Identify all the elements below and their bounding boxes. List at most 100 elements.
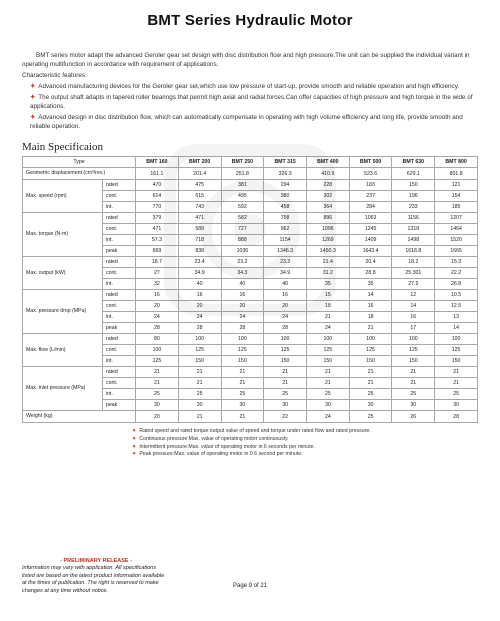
model-header: BMT 160 bbox=[136, 157, 179, 168]
data-cell: 24 bbox=[136, 312, 179, 323]
data-cell: 582 bbox=[221, 213, 264, 224]
model-header: BMT 315 bbox=[264, 157, 307, 168]
data-cell: 16 bbox=[264, 290, 307, 301]
model-header: BMT 630 bbox=[392, 157, 435, 168]
data-cell: 284 bbox=[349, 202, 392, 213]
model-header: BMT 400 bbox=[306, 157, 349, 168]
row-sublabel: cont. bbox=[102, 191, 135, 202]
data-cell: 21 bbox=[435, 367, 478, 378]
row-label: Max. inlet pressure (MPa) bbox=[23, 367, 103, 411]
row-sublabel: int. bbox=[102, 235, 135, 246]
data-cell: 125 bbox=[136, 356, 179, 367]
data-cell: 25 bbox=[349, 411, 392, 423]
data-cell: 1154 bbox=[264, 235, 307, 246]
data-cell: 23.4 bbox=[178, 257, 221, 268]
data-cell: 801.8 bbox=[435, 168, 478, 180]
data-cell: 27 bbox=[136, 268, 179, 279]
data-cell: 615 bbox=[178, 191, 221, 202]
footnote-item: ✦Peak pressure:Max. value of operating m… bbox=[132, 451, 478, 457]
data-cell: 100 bbox=[264, 334, 307, 345]
data-cell: 18 bbox=[349, 312, 392, 323]
data-cell: 14 bbox=[392, 301, 435, 312]
data-cell: 470 bbox=[136, 180, 179, 191]
row-label: Max. torque (N·m) bbox=[23, 213, 103, 257]
data-cell: 25 bbox=[306, 389, 349, 400]
data-cell: 21 bbox=[178, 367, 221, 378]
data-cell: 34.3 bbox=[221, 268, 264, 279]
data-cell: 471 bbox=[136, 224, 179, 235]
data-cell: 25 bbox=[392, 389, 435, 400]
data-cell: 379 bbox=[136, 213, 179, 224]
data-cell: 21 bbox=[178, 411, 221, 423]
data-cell: 718 bbox=[178, 235, 221, 246]
data-cell: 21 bbox=[435, 378, 478, 389]
data-cell: 14 bbox=[349, 290, 392, 301]
data-cell: 14 bbox=[435, 323, 478, 334]
data-cell: 21 bbox=[221, 411, 264, 423]
data-cell: 1245 bbox=[349, 224, 392, 235]
data-cell: 21.4 bbox=[306, 257, 349, 268]
data-cell: 1036 bbox=[221, 246, 264, 257]
data-cell: 1520 bbox=[435, 235, 478, 246]
row-sublabel: peak bbox=[102, 246, 135, 257]
data-cell: 125 bbox=[392, 345, 435, 356]
data-cell: 125 bbox=[306, 345, 349, 356]
data-cell: 21 bbox=[178, 378, 221, 389]
row-sublabel: int. bbox=[102, 202, 135, 213]
data-cell: 669 bbox=[136, 246, 179, 257]
data-cell: 896 bbox=[306, 213, 349, 224]
row-sublabel: int. bbox=[102, 356, 135, 367]
bullet-dot: ✦ bbox=[132, 436, 136, 442]
prelim-highlight: - PRELIMINARY RELEASE - bbox=[22, 558, 170, 565]
data-cell: 1450.3 bbox=[306, 246, 349, 257]
data-cell: 28 bbox=[435, 411, 478, 423]
data-cell: 30 bbox=[136, 400, 179, 411]
data-cell: 228 bbox=[306, 180, 349, 191]
data-cell: 21 bbox=[306, 378, 349, 389]
bullet-dot: ✦ bbox=[30, 83, 35, 90]
feature-item: ✦Advanced design in disc distribution fl… bbox=[30, 113, 478, 131]
data-cell: 125 bbox=[221, 345, 264, 356]
data-cell: 30 bbox=[178, 400, 221, 411]
data-cell: 251.8 bbox=[221, 168, 264, 180]
data-cell: 838 bbox=[178, 246, 221, 257]
row-sublabel: cont. bbox=[102, 345, 135, 356]
data-cell: 17 bbox=[392, 323, 435, 334]
data-cell: 888 bbox=[221, 235, 264, 246]
row-sublabel: int. bbox=[102, 312, 135, 323]
data-cell: 27.5 bbox=[392, 279, 435, 290]
table-row: Max. pressure drop (MPa)rated16161616151… bbox=[23, 290, 478, 301]
data-cell: 410.9 bbox=[306, 168, 349, 180]
data-cell: 25 bbox=[349, 389, 392, 400]
data-cell: 1207 bbox=[435, 213, 478, 224]
data-cell: 30 bbox=[392, 400, 435, 411]
data-cell: 727 bbox=[221, 224, 264, 235]
data-cell: 1096 bbox=[306, 224, 349, 235]
data-cell: 28 bbox=[178, 323, 221, 334]
data-cell: 16 bbox=[178, 290, 221, 301]
data-cell: 743 bbox=[178, 202, 221, 213]
data-cell: 20 bbox=[264, 301, 307, 312]
prelim-blurb: Information may vary with application. A… bbox=[22, 565, 164, 593]
data-cell: 326.3 bbox=[264, 168, 307, 180]
data-cell: 21 bbox=[221, 378, 264, 389]
row-sublabel: cont. bbox=[102, 224, 135, 235]
data-cell: 57.3 bbox=[136, 235, 179, 246]
data-cell: 100 bbox=[435, 334, 478, 345]
data-cell: 294 bbox=[264, 180, 307, 191]
data-cell: 20 bbox=[136, 411, 179, 423]
data-cell: 28 bbox=[221, 323, 264, 334]
data-cell: 21 bbox=[264, 378, 307, 389]
data-cell: 161.1 bbox=[136, 168, 179, 180]
data-cell: 380 bbox=[264, 191, 307, 202]
data-cell: 25 bbox=[264, 389, 307, 400]
data-cell: 100 bbox=[306, 334, 349, 345]
data-cell: 30 bbox=[349, 400, 392, 411]
bullet-dot: ✦ bbox=[132, 428, 136, 434]
table-row: Geometric displacement (cm³/rev.)161.120… bbox=[23, 168, 478, 180]
row-sublabel: peak bbox=[102, 400, 135, 411]
data-cell: 150 bbox=[349, 356, 392, 367]
data-cell: 20 bbox=[178, 301, 221, 312]
row-sublabel: cont. bbox=[102, 301, 135, 312]
data-cell: 24 bbox=[178, 312, 221, 323]
